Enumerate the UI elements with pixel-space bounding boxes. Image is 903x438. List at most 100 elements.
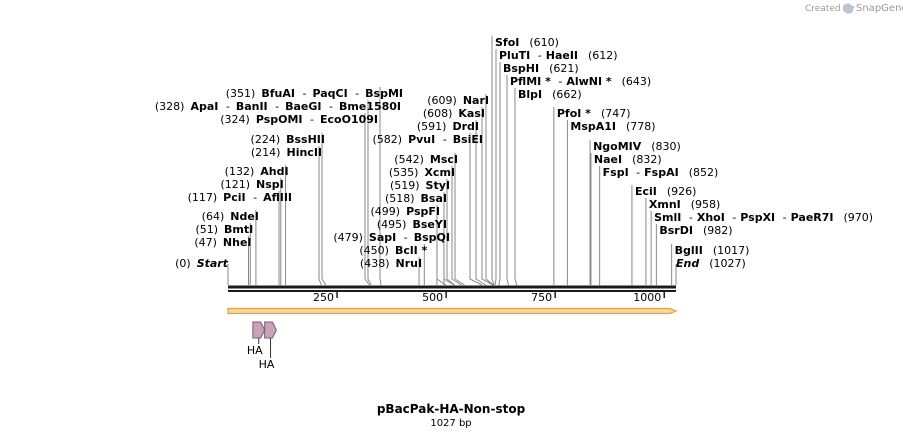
site-position: (1027) bbox=[709, 257, 746, 270]
enzyme-label: (608) KasI bbox=[423, 107, 485, 120]
enzyme-name: PspFI bbox=[406, 205, 440, 218]
site-position: (495) bbox=[377, 218, 407, 231]
enzyme-label: (591) DrdI bbox=[417, 120, 479, 133]
enzyme-label: PluTI - HaeII (612) bbox=[499, 49, 618, 62]
site-position: - bbox=[307, 113, 314, 126]
site-position: - bbox=[729, 211, 736, 224]
enzyme-name: DrdI bbox=[452, 120, 479, 133]
enzyme-name: HincII bbox=[286, 146, 322, 159]
enzyme-name: PspXI bbox=[740, 211, 775, 224]
enzyme-name: AlwNI * bbox=[566, 75, 612, 88]
site-position: - bbox=[534, 49, 541, 62]
site-position: - bbox=[299, 87, 306, 100]
leader-line bbox=[475, 120, 487, 286]
axis-ticks: 250 500 750 1000 bbox=[313, 291, 665, 304]
enzyme-label: EciI (926) bbox=[635, 185, 697, 198]
leader-line bbox=[451, 166, 462, 286]
site-position: (747) bbox=[601, 107, 631, 120]
enzyme-label: NgoMIV (830) bbox=[593, 140, 681, 153]
leader-line bbox=[321, 133, 327, 286]
enzyme-name: SmlI bbox=[654, 211, 681, 224]
enzyme-label: FspI - FspAI (852) bbox=[603, 166, 719, 179]
enzyme-name: PaqCI bbox=[312, 87, 347, 100]
site-position: - bbox=[779, 211, 786, 224]
site-position: (214) bbox=[251, 146, 281, 159]
site-position: (518) bbox=[385, 192, 415, 205]
site-position: - bbox=[352, 87, 359, 100]
orf-bar bbox=[227, 307, 678, 315]
leader-line bbox=[481, 107, 494, 286]
site-position: (926) bbox=[667, 185, 697, 198]
enzyme-name: PvuI bbox=[408, 133, 435, 146]
site-position: (450) bbox=[359, 244, 389, 257]
enzyme-name: End bbox=[676, 257, 699, 270]
site-position: (662) bbox=[552, 88, 582, 101]
site-position: - bbox=[272, 100, 279, 113]
site-position: (132) bbox=[225, 165, 255, 178]
enzyme-name: NarI bbox=[463, 94, 489, 107]
enzyme-label: (542) MscI bbox=[394, 153, 458, 166]
site-position: (438) bbox=[360, 257, 390, 270]
enzyme-name: MspA1I bbox=[570, 120, 616, 133]
site-position: - bbox=[326, 100, 333, 113]
enzyme-name: NgoMIV bbox=[593, 140, 642, 153]
enzyme-label: PflMI * - AlwNI * (643) bbox=[510, 75, 651, 88]
leader-line bbox=[498, 62, 501, 286]
enzyme-name: NheI bbox=[223, 236, 252, 249]
enzyme-leader-lines bbox=[227, 36, 677, 286]
leader-line bbox=[436, 205, 446, 286]
enzyme-name: BlpI bbox=[518, 88, 542, 101]
enzyme-label: (214) HincII bbox=[251, 146, 322, 159]
enzyme-name: BglII bbox=[675, 244, 703, 257]
enzyme-label: MspA1I (778) bbox=[570, 120, 655, 133]
site-position: (609) bbox=[427, 94, 457, 107]
enzyme-label: BspHI (621) bbox=[503, 62, 579, 75]
site-position: (1017) bbox=[713, 244, 750, 257]
site-position: (519) bbox=[390, 179, 420, 192]
enzyme-name: FspI bbox=[603, 166, 629, 179]
leader-line bbox=[491, 36, 495, 286]
enzyme-label: (0) Start bbox=[175, 257, 229, 270]
site-position: (324) bbox=[220, 113, 250, 126]
site-position: (47) bbox=[194, 236, 217, 249]
site-position: - bbox=[439, 133, 446, 146]
leader-line bbox=[367, 100, 372, 286]
enzyme-label: (224) BssHII bbox=[251, 133, 325, 146]
enzyme-label: (132) AhdI bbox=[225, 165, 289, 178]
site-position: (832) bbox=[632, 153, 662, 166]
site-position: (621) bbox=[549, 62, 579, 75]
enzyme-name: NaeI bbox=[594, 153, 622, 166]
enzyme-name: Start bbox=[197, 257, 229, 270]
enzyme-name: PciI bbox=[223, 191, 245, 204]
enzyme-name: Bme1580I bbox=[339, 100, 401, 113]
enzyme-label: BsrDI (982) bbox=[659, 224, 732, 237]
enzyme-label: SfoI (610) bbox=[495, 36, 559, 49]
site-position: - bbox=[250, 191, 257, 204]
enzyme-name: FspAI bbox=[644, 166, 679, 179]
credit-prefix: Created by bbox=[805, 4, 855, 14]
enzyme-name: BclI * bbox=[395, 244, 428, 257]
site-position: (612) bbox=[588, 49, 618, 62]
enzyme-label: (495) BseYI bbox=[377, 218, 447, 231]
enzyme-name: SfoI bbox=[495, 36, 519, 49]
plasmid-title: pBacPak-HA-Non-stop bbox=[377, 402, 526, 416]
axis-tick-label: 250 bbox=[313, 291, 334, 304]
site-position: (328) bbox=[155, 100, 185, 113]
site-position: (970) bbox=[844, 211, 874, 224]
enzyme-name: SapI bbox=[369, 231, 396, 244]
enzyme-name: PspOMI bbox=[256, 113, 303, 126]
enzyme-name: XcmI bbox=[424, 166, 455, 179]
site-position: (778) bbox=[626, 120, 656, 133]
enzyme-label: End (1027) bbox=[676, 257, 746, 270]
enzyme-label: (121) NspI bbox=[220, 178, 283, 191]
enzyme-name: BsrDI bbox=[659, 224, 693, 237]
site-position: (117) bbox=[188, 191, 218, 204]
site-position: (830) bbox=[651, 140, 681, 153]
enzyme-name: NdeI bbox=[230, 210, 259, 223]
enzyme-label: (450) BclI * bbox=[359, 244, 427, 257]
enzyme-label: (117) PciI - AflIII bbox=[188, 191, 292, 204]
leader-line bbox=[443, 192, 455, 286]
enzyme-label: SmlI - XhoI - PspXI - PaeR7I (970) bbox=[654, 211, 873, 224]
feature-label: HA bbox=[247, 344, 263, 357]
